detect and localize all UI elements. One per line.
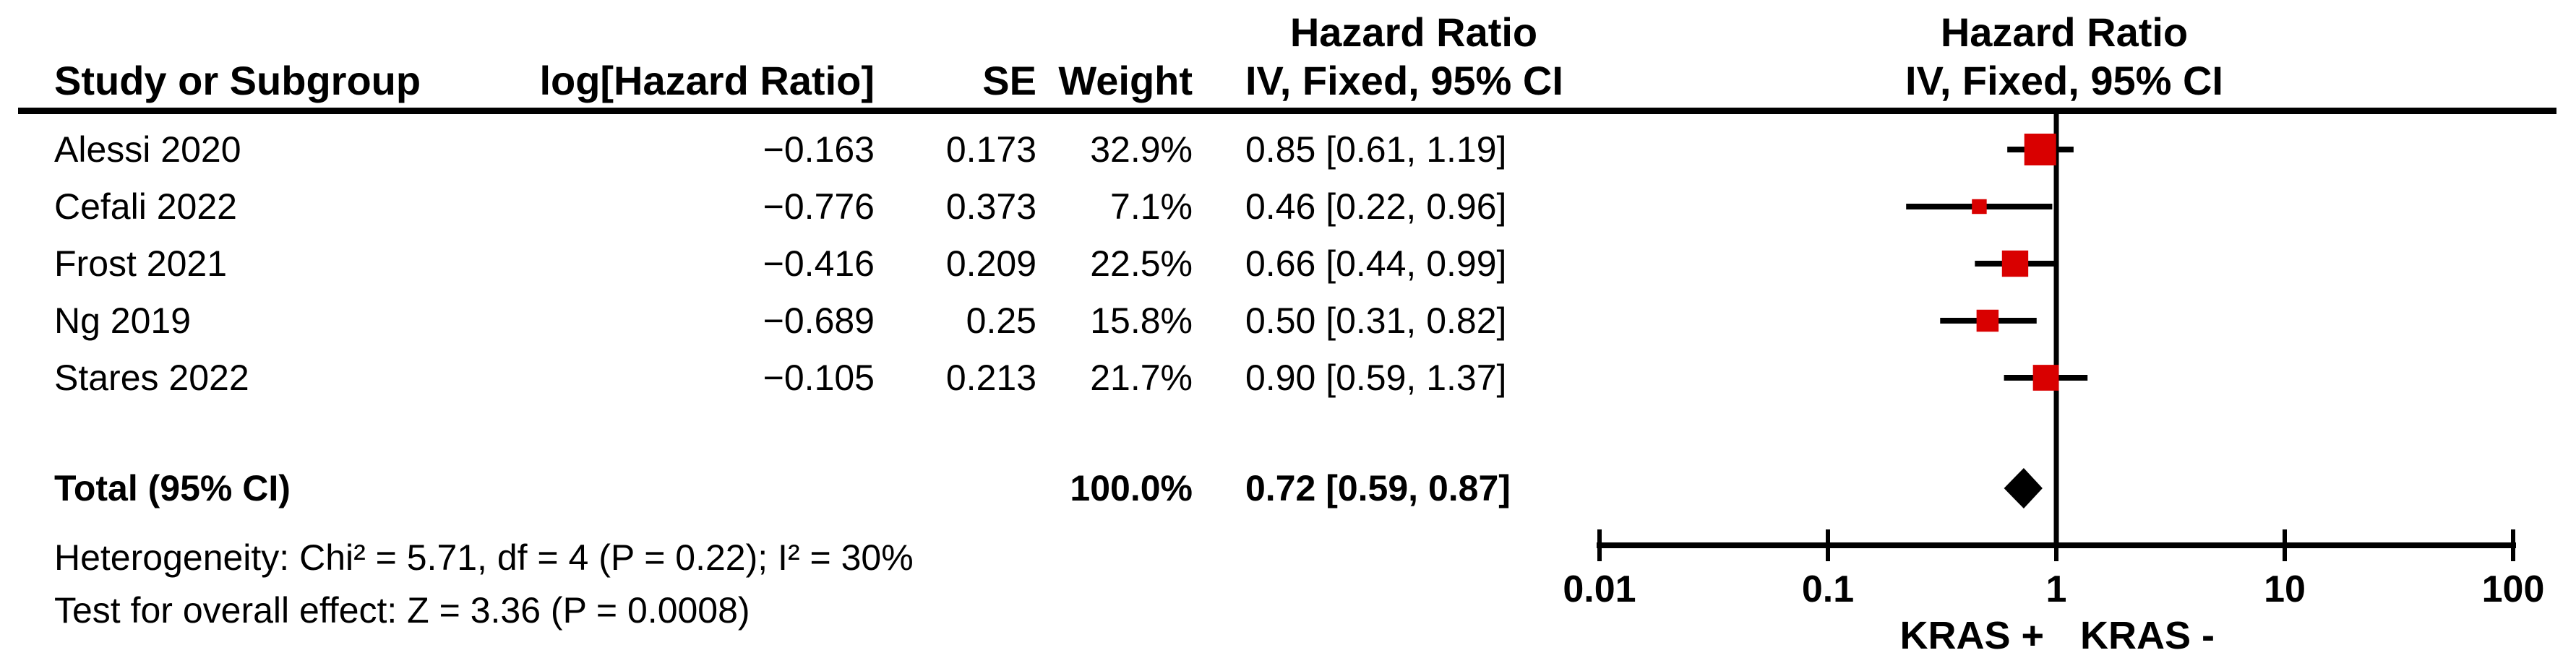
log-hr-value: −0.776 [763, 186, 875, 227]
se-value: 0.209 [945, 243, 1036, 284]
effect-square [1976, 309, 1999, 332]
total-weight: 100.0% [1070, 468, 1193, 508]
effect-square [1972, 199, 1987, 215]
weight-value: 15.8% [1090, 300, 1193, 341]
se-value: 0.373 [945, 186, 1036, 227]
weight-value: 22.5% [1090, 243, 1193, 284]
total-label: Total (95% CI) [54, 468, 291, 508]
axis-tick-label: 0.01 [1563, 568, 1636, 610]
axis-tick-label: 1 [2046, 568, 2067, 610]
log-hr-value: −0.105 [763, 358, 875, 398]
study-label: Frost 2021 [54, 243, 228, 284]
se-value: 0.173 [945, 129, 1036, 170]
ci-value: 0.90 [0.59, 1.37] [1245, 358, 1507, 398]
axis-tick-label: 10 [2264, 568, 2306, 610]
weight-value: 7.1% [1110, 186, 1193, 227]
axis-label-left: KRAS + [1899, 614, 2044, 657]
ci-value: 0.85 [0.61, 1.19] [1245, 129, 1507, 170]
effect-square [2024, 134, 2056, 165]
pooled-diamond [2004, 468, 2043, 508]
log-hr-value: −0.689 [763, 300, 875, 341]
total-ci: 0.72 [0.59, 0.87] [1245, 468, 1511, 508]
column-header-ci-plot: IV, Fixed, 95% CI [1905, 58, 2223, 103]
column-header-study: Study or Subgroup [54, 58, 421, 103]
study-label: Cefali 2022 [54, 186, 237, 227]
overall-effect-text: Test for overall effect: Z = 3.36 (P = 0… [54, 590, 750, 631]
header-rule [18, 108, 2556, 114]
heterogeneity-text: Heterogeneity: Chi² = 5.71, df = 4 (P = … [54, 537, 914, 578]
log-hr-value: −0.416 [763, 243, 875, 284]
axis-tick-label: 0.1 [1802, 568, 1854, 610]
study-label: Stares 2022 [54, 358, 249, 398]
weight-value: 21.7% [1090, 358, 1193, 398]
ci-value: 0.66 [0.44, 0.99] [1245, 243, 1507, 284]
column-header-se: SE [982, 58, 1036, 103]
ci-value: 0.50 [0.31, 0.82] [1245, 300, 1507, 341]
study-label: Alessi 2020 [54, 129, 241, 170]
ci-value: 0.46 [0.22, 0.96] [1245, 186, 1507, 227]
se-value: 0.25 [966, 300, 1036, 341]
hazard-ratio-header-text-column: Hazard Ratio [1289, 9, 1538, 55]
axis-tick-label: 100 [2482, 568, 2545, 610]
weight-value: 32.9% [1090, 129, 1193, 170]
effect-square [2001, 250, 2029, 277]
axis-label-right: KRAS - [2080, 614, 2215, 657]
study-label: Ng 2019 [54, 300, 192, 341]
log-hr-value: −0.163 [763, 129, 875, 170]
column-header-weight: Weight [1058, 58, 1193, 103]
hazard-ratio-header-plot-column: Hazard Ratio [1940, 9, 2189, 55]
effect-square [2032, 365, 2059, 391]
column-header-ci-text: IV, Fixed, 95% CI [1245, 58, 1563, 103]
se-value: 0.213 [945, 358, 1036, 398]
column-header-log-hazard-ratio: log[Hazard Ratio] [539, 58, 875, 103]
